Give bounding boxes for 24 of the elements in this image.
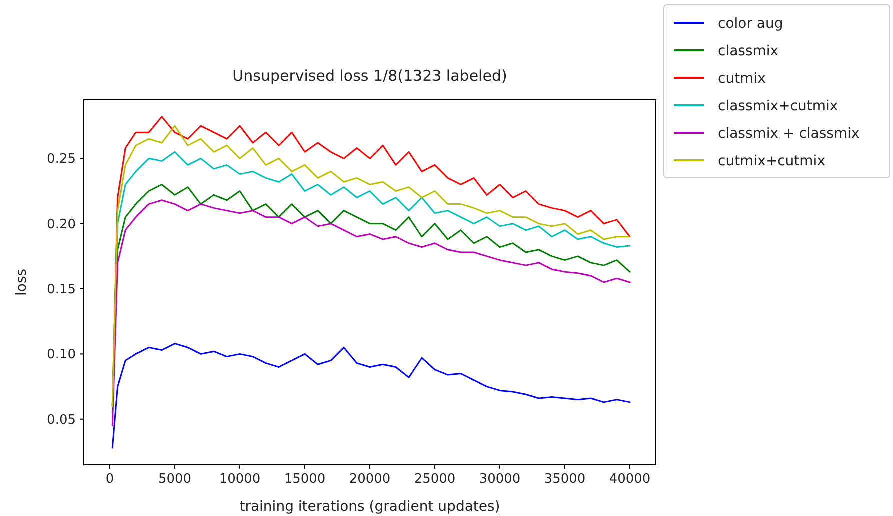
x-tick-label: 0: [106, 472, 114, 487]
y-tick-label: 0.20: [47, 217, 76, 232]
x-tick-label: 5000: [158, 472, 192, 487]
y-tick-label: 0.10: [47, 348, 76, 363]
chart-title: Unsupervised loss 1/8(1323 labeled): [232, 67, 508, 85]
y-axis-title: loss: [14, 268, 30, 296]
y-tick-label: 0.05: [47, 412, 76, 428]
legend-label: classmix+cutmix: [718, 98, 838, 114]
x-tick-label: 20000: [349, 472, 391, 487]
legend-label: cutmix+cutmix: [718, 154, 826, 170]
legend-label: classmix + classmix: [718, 126, 860, 142]
x-axis-title: training iterations (gradient updates): [240, 499, 500, 515]
x-tick-label: 10000: [219, 472, 261, 487]
legend-label: classmix: [718, 44, 779, 60]
y-tick-label: 0.15: [47, 282, 76, 298]
line-series: [112, 343, 631, 449]
legend-label: color aug: [718, 16, 784, 32]
x-tick-label: 25000: [414, 472, 456, 487]
x-tick-label: 30000: [479, 472, 521, 487]
x-tick-label: 15000: [284, 472, 326, 487]
y-tick-label: 0.25: [47, 152, 76, 168]
x-tick-label: 40000: [609, 472, 651, 487]
legend-label: cutmix: [718, 71, 766, 87]
x-tick-label: 35000: [544, 472, 586, 487]
